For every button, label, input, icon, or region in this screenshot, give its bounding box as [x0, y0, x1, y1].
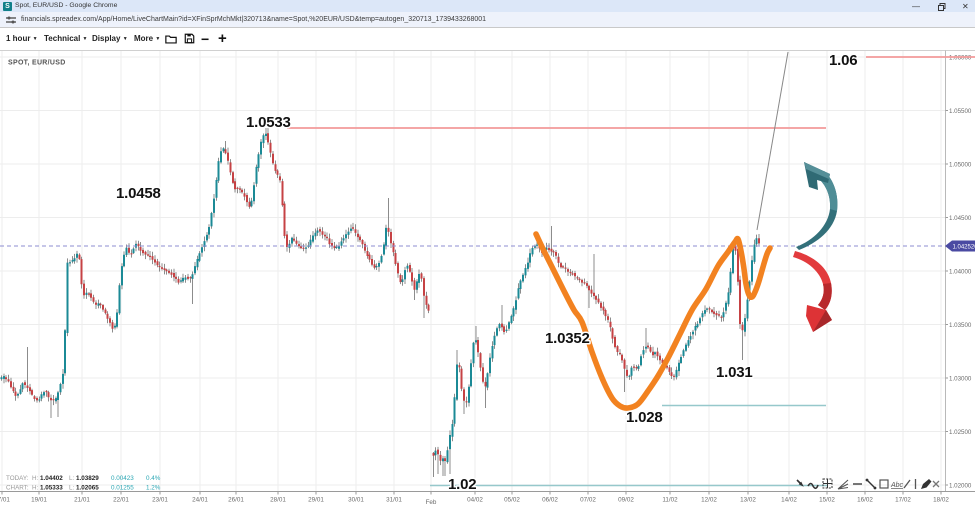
svg-text:1.04000: 1.04000: [949, 269, 972, 276]
svg-text:H: 1.05333: H: 1.05333: [32, 485, 63, 492]
svg-text:11/02: 11/02: [662, 497, 678, 504]
svg-text:1.0458: 1.0458: [116, 185, 161, 202]
svg-text:31/01: 31/01: [386, 497, 402, 504]
svg-text:1.028: 1.028: [626, 409, 663, 426]
svg-text:05/02: 05/02: [504, 497, 520, 504]
svg-text:21/01: 21/01: [74, 497, 90, 504]
svg-text:1.03500: 1.03500: [949, 322, 972, 329]
svg-text:0.00423: 0.00423: [111, 475, 134, 482]
svg-text:CHART:: CHART:: [6, 485, 29, 492]
svg-text:1.02500: 1.02500: [949, 429, 972, 436]
svg-text:30/01: 30/01: [348, 497, 364, 504]
svg-text:L: 1.03829: L: 1.03829: [69, 475, 99, 482]
svg-text:1.042520: 1.042520: [953, 244, 975, 250]
svg-text:04/02: 04/02: [467, 497, 483, 504]
svg-text:06/02: 06/02: [542, 497, 558, 504]
svg-text:28/01: 28/01: [270, 497, 286, 504]
svg-text:17/02: 17/02: [895, 497, 911, 504]
svg-text:L: 1.02065: L: 1.02065: [69, 485, 99, 492]
svg-text:16/02: 16/02: [857, 497, 873, 504]
svg-text:19/01: 19/01: [31, 497, 47, 504]
svg-text:1.02: 1.02: [448, 476, 476, 493]
svg-text:1.02000: 1.02000: [949, 483, 972, 490]
svg-text:1.05000: 1.05000: [949, 162, 972, 169]
svg-text:23/01: 23/01: [152, 497, 168, 504]
svg-text:1.03000: 1.03000: [949, 376, 972, 383]
svg-text:17/01: 17/01: [0, 497, 10, 504]
svg-text:SPOT, EUR/USD: SPOT, EUR/USD: [8, 60, 66, 67]
svg-text:13/02: 13/02: [740, 497, 756, 504]
svg-text:29/01: 29/01: [308, 497, 324, 504]
svg-text:1.06: 1.06: [829, 52, 857, 69]
svg-text:Abc: Abc: [890, 482, 904, 489]
svg-text:0.01255: 0.01255: [111, 485, 134, 492]
svg-text:TODAY:: TODAY:: [6, 475, 29, 482]
svg-text:1.031: 1.031: [716, 364, 753, 381]
svg-text:09/02: 09/02: [618, 497, 634, 504]
svg-text:18/02: 18/02: [933, 497, 949, 504]
svg-text:14/02: 14/02: [781, 497, 797, 504]
svg-text:26/01: 26/01: [228, 497, 244, 504]
svg-text:Feb: Feb: [426, 499, 437, 506]
svg-text:1.04500: 1.04500: [949, 215, 972, 222]
svg-text:0.4%: 0.4%: [146, 475, 161, 482]
svg-text:1.0352: 1.0352: [545, 330, 590, 347]
svg-text:12/02: 12/02: [701, 497, 717, 504]
svg-text:15/02: 15/02: [819, 497, 835, 504]
svg-text:H: 1.04402: H: 1.04402: [32, 475, 63, 482]
svg-text:1.2%: 1.2%: [146, 485, 161, 492]
svg-text:1.05500: 1.05500: [949, 108, 972, 115]
svg-text:22/01: 22/01: [113, 497, 129, 504]
svg-text:1.0533: 1.0533: [246, 114, 291, 131]
svg-text:24/01: 24/01: [192, 497, 208, 504]
svg-text:07/02: 07/02: [580, 497, 596, 504]
svg-text:1.06000: 1.06000: [949, 55, 972, 62]
